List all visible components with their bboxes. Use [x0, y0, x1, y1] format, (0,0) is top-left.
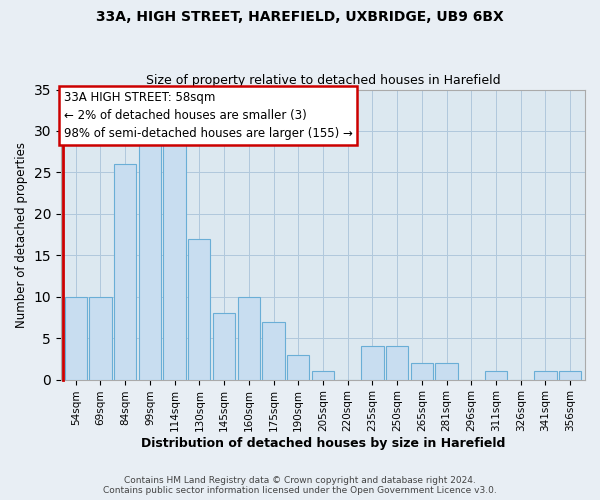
Bar	[65, 296, 87, 380]
Bar	[287, 354, 310, 380]
Bar	[312, 372, 334, 380]
Bar	[559, 372, 581, 380]
Bar	[139, 140, 161, 380]
Bar	[485, 372, 507, 380]
Bar	[411, 363, 433, 380]
Bar	[436, 363, 458, 380]
Y-axis label: Number of detached properties: Number of detached properties	[15, 142, 28, 328]
Text: 33A HIGH STREET: 58sqm
← 2% of detached houses are smaller (3)
98% of semi-detac: 33A HIGH STREET: 58sqm ← 2% of detached …	[64, 91, 352, 140]
Bar	[386, 346, 408, 380]
Bar	[262, 322, 284, 380]
Bar	[238, 296, 260, 380]
Bar	[188, 238, 211, 380]
Bar	[535, 372, 557, 380]
Bar	[163, 140, 186, 380]
Bar	[89, 296, 112, 380]
Text: Contains HM Land Registry data © Crown copyright and database right 2024.
Contai: Contains HM Land Registry data © Crown c…	[103, 476, 497, 495]
Bar	[114, 164, 136, 380]
Text: 33A, HIGH STREET, HAREFIELD, UXBRIDGE, UB9 6BX: 33A, HIGH STREET, HAREFIELD, UXBRIDGE, U…	[96, 10, 504, 24]
Title: Size of property relative to detached houses in Harefield: Size of property relative to detached ho…	[146, 74, 500, 87]
Bar	[361, 346, 383, 380]
X-axis label: Distribution of detached houses by size in Harefield: Distribution of detached houses by size …	[141, 437, 505, 450]
Bar	[213, 314, 235, 380]
